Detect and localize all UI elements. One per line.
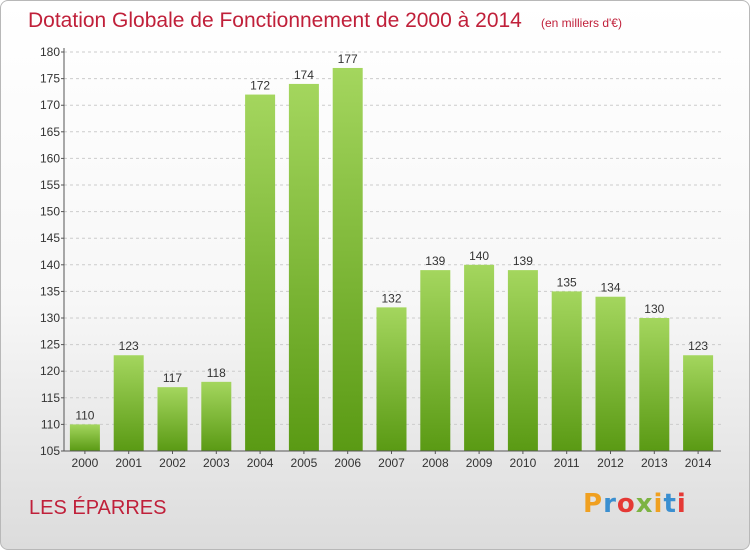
x-tick-label: 2007: [378, 456, 405, 470]
y-tick-label: 105: [40, 444, 60, 458]
x-tick-label: 2001: [115, 456, 142, 470]
bars: 110 123 117 118 172 174 177 132 139 140 139 135 134 1…: [69, 52, 714, 452]
x-tick-label: 2004: [247, 456, 274, 470]
x-tick-label: 2011: [554, 456, 580, 470]
chart-title: Dotation Globale de Fonctionnement de 20…: [28, 9, 522, 32]
bar: [420, 270, 451, 451]
x-tick-label: 2009: [466, 456, 493, 470]
y-tick-label: 160: [40, 151, 60, 165]
data-label: 139: [513, 254, 533, 268]
y-tick-label: 125: [40, 338, 60, 352]
bar: [288, 83, 319, 452]
x-tick-label: 2003: [203, 456, 230, 470]
bar: [69, 424, 100, 451]
logo-letter: t: [663, 489, 677, 519]
data-label: 110: [75, 408, 94, 422]
y-tick-label: 110: [41, 417, 60, 431]
data-label: 123: [688, 339, 708, 353]
data-label: 177: [338, 52, 358, 66]
bar: [507, 270, 538, 451]
bar: [332, 67, 363, 452]
y-tick-label: 155: [40, 178, 60, 192]
y-tick-label: 135: [40, 284, 60, 298]
logo-letter: o: [616, 489, 636, 519]
y-tick-label: 180: [40, 45, 60, 59]
data-label: 134: [600, 281, 620, 295]
data-label: 140: [469, 249, 489, 263]
data-label: 118: [207, 366, 226, 380]
bar: [376, 307, 407, 451]
y-tick-label: 120: [40, 364, 60, 378]
y-tick-label: 115: [41, 391, 60, 405]
x-tick-label: 2002: [159, 456, 186, 470]
y-tick-label: 150: [40, 205, 60, 219]
data-label: 123: [119, 339, 139, 353]
data-label: 174: [294, 68, 314, 82]
bar: [464, 264, 495, 451]
data-label: 172: [250, 79, 270, 93]
data-label: 117: [163, 371, 182, 385]
x-tick-label: 2014: [685, 456, 712, 470]
bar: [157, 387, 188, 451]
y-tick-label: 145: [40, 231, 60, 245]
axes: 105 110 115 120 125 130 135 140 145 150 155 160 165 1…: [40, 45, 721, 470]
y-tick-label: 170: [40, 98, 60, 112]
data-label: 139: [425, 254, 445, 268]
logo-letter: x: [635, 489, 654, 519]
data-label: 135: [557, 275, 577, 289]
y-tick-label: 175: [40, 72, 60, 86]
bar: [113, 355, 144, 451]
bar: [551, 291, 582, 451]
commune-name: LES ÉPARRES: [29, 497, 167, 519]
x-tick-label: 2000: [72, 456, 99, 470]
logo-letter: i: [676, 489, 687, 519]
data-label: 130: [644, 302, 664, 316]
bar: [595, 296, 626, 451]
y-tick-label: 165: [40, 125, 60, 139]
chart-unit-note: (en milliers d'€): [541, 16, 622, 30]
proxiti-logo: Proxiti: [583, 489, 687, 519]
x-tick-label: 2010: [510, 456, 537, 470]
bar: [639, 318, 670, 451]
y-tick-label: 140: [40, 258, 60, 272]
data-label: 132: [381, 291, 401, 305]
x-tick-label: 2013: [641, 456, 668, 470]
logo-letter: i: [653, 489, 664, 519]
logo-letter: P: [583, 489, 604, 519]
bar: [683, 355, 714, 451]
y-tick-label: 130: [40, 311, 60, 325]
x-tick-label: 2005: [291, 456, 318, 470]
bar: [201, 381, 232, 451]
x-tick-label: 2012: [597, 456, 624, 470]
x-tick-label: 2006: [334, 456, 361, 470]
bar: [245, 94, 276, 451]
logo-letter: r: [603, 489, 617, 519]
x-tick-label: 2008: [422, 456, 449, 470]
